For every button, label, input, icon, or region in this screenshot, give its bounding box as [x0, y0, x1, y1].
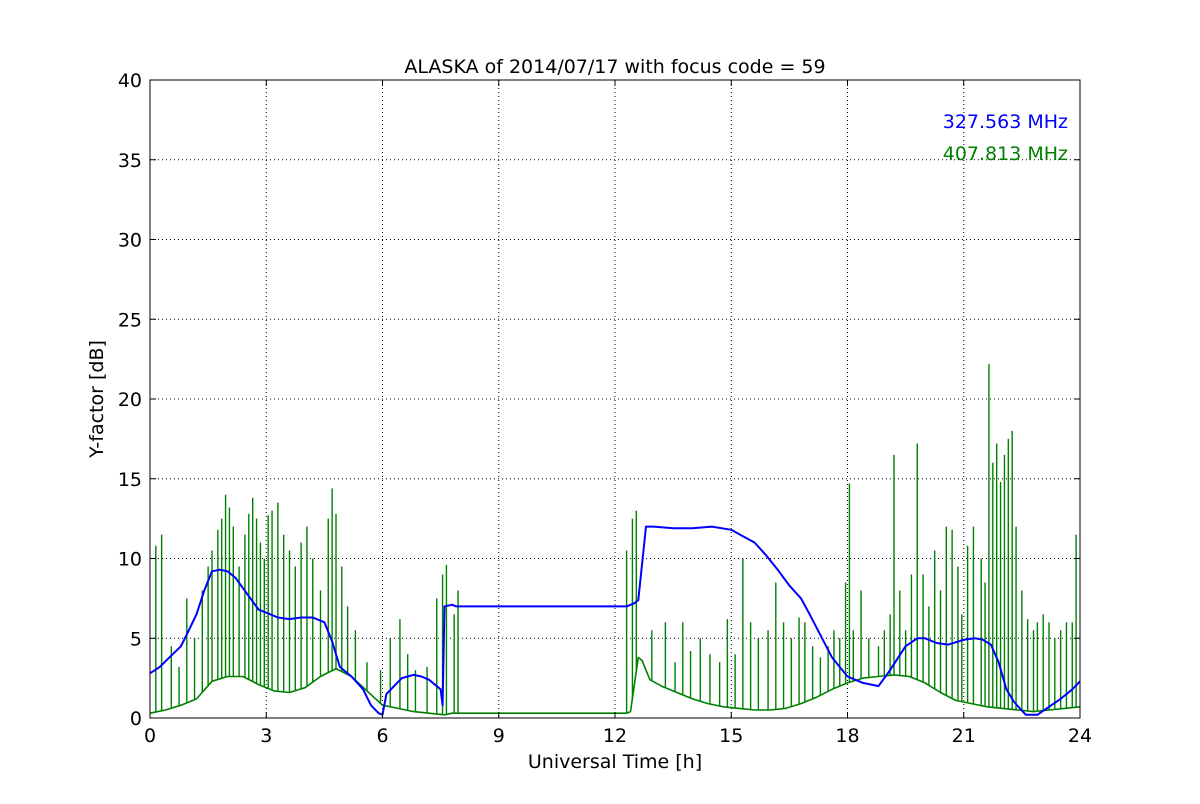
y-tick-label: 40: [118, 70, 142, 92]
y-tick-label: 10: [118, 549, 142, 571]
y-tick-label: 35: [118, 150, 142, 172]
series-line-0: [149, 525, 1081, 716]
legend-entry-407-mhz: 407.813 MHz: [943, 143, 1068, 165]
y-tick-label: 20: [118, 389, 142, 411]
legend-entry-327-mhz: 327.563 MHz: [943, 111, 1068, 133]
x-tick-label: 0: [144, 725, 156, 747]
y-axis-label: Y-factor [dB]: [86, 340, 108, 459]
x-tick-label: 24: [1068, 725, 1092, 747]
x-tick-label: 6: [376, 725, 388, 747]
x-tick-label: 21: [952, 725, 976, 747]
y-tick-label: 30: [118, 230, 142, 252]
x-tick-label: 3: [260, 725, 272, 747]
series-line-1: [149, 656, 1081, 716]
y-tick-label: 5: [130, 628, 142, 650]
y-tick-label: 0: [130, 708, 142, 730]
legend: 327.563 MHz 407.813 MHz: [943, 111, 1068, 165]
x-tick-label: 12: [603, 725, 627, 747]
x-tick-label: 9: [493, 725, 505, 747]
x-tick-label: 15: [719, 725, 743, 747]
y-tick-label: 25: [118, 309, 142, 331]
chart-title: ALASKA of 2014/07/17 with focus code = 5…: [404, 56, 825, 78]
x-axis-label: Universal Time [h]: [528, 751, 702, 773]
y-tick-label: 15: [118, 469, 142, 491]
x-tick-label: 18: [835, 725, 859, 747]
